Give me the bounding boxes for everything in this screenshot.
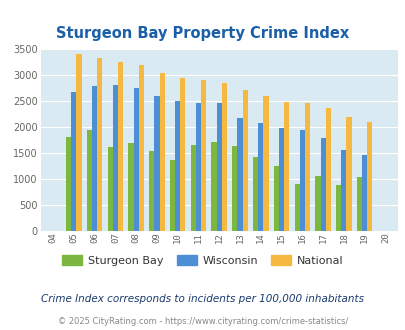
Bar [71,92,76,231]
Bar [149,150,154,231]
Bar [345,117,351,231]
Bar [216,103,221,231]
Bar [315,176,320,231]
Bar [107,147,113,231]
Bar [284,102,289,231]
Bar [180,78,185,231]
Bar [200,80,206,231]
Bar [221,83,226,231]
Bar [325,108,330,231]
Bar [139,65,144,231]
Bar [335,185,341,231]
Bar [341,150,345,231]
Bar [128,143,133,231]
Bar [211,142,216,231]
Bar [356,177,361,231]
Bar [299,130,304,231]
Bar [294,184,299,231]
Bar [237,118,242,231]
Text: Sturgeon Bay Property Crime Index: Sturgeon Bay Property Crime Index [56,26,349,41]
Bar [159,73,164,231]
Bar [263,96,268,231]
Bar [97,58,102,231]
Bar [361,155,367,231]
Bar [92,86,97,231]
Bar [273,166,278,231]
Bar [278,128,284,231]
Bar [195,103,200,231]
Text: Crime Index corresponds to incidents per 100,000 inhabitants: Crime Index corresponds to incidents per… [41,294,364,304]
Bar [66,137,71,231]
Bar [242,90,247,231]
Bar [252,157,258,231]
Bar [232,146,237,231]
Bar [169,160,175,231]
Bar [258,123,263,231]
Bar [304,103,309,231]
Bar [154,96,159,231]
Bar [118,62,123,231]
Bar [76,54,81,231]
Bar [87,130,92,231]
Bar [320,138,325,231]
Bar [367,121,371,231]
Bar [133,88,139,231]
Bar [190,145,195,231]
Text: © 2025 CityRating.com - https://www.cityrating.com/crime-statistics/: © 2025 CityRating.com - https://www.city… [58,317,347,326]
Bar [113,84,118,231]
Legend: Sturgeon Bay, Wisconsin, National: Sturgeon Bay, Wisconsin, National [58,250,347,270]
Bar [175,101,180,231]
